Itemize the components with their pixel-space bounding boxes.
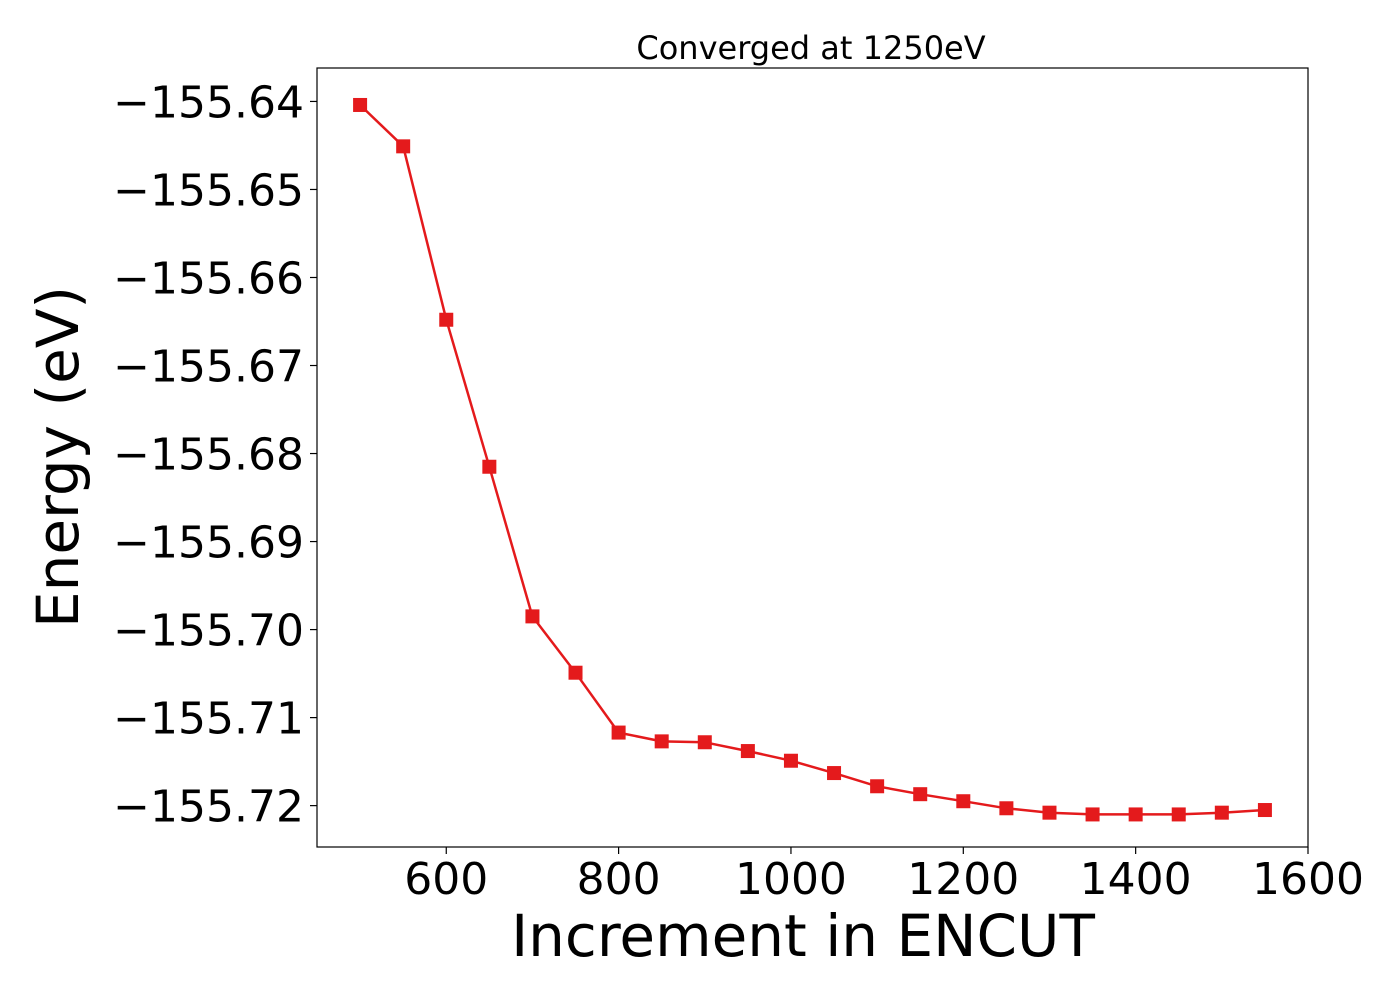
data-point xyxy=(611,725,626,740)
x-tick-label: 1000 xyxy=(735,854,847,905)
data-point xyxy=(1042,805,1057,820)
y-tick-label: −155.64 xyxy=(113,77,304,128)
data-point xyxy=(870,779,885,794)
data-point xyxy=(482,459,497,474)
x-tick-label: 1400 xyxy=(1080,854,1192,905)
x-axis-label: Increment in ENCUT xyxy=(511,902,1095,970)
data-point xyxy=(783,753,798,768)
chart-title: Converged at 1250eV xyxy=(636,29,985,67)
data-point xyxy=(1214,805,1229,820)
data-point xyxy=(568,665,583,680)
series-markers xyxy=(353,97,1272,822)
y-tick-label: −155.71 xyxy=(113,694,304,745)
y-tick-label: −155.70 xyxy=(113,606,304,657)
y-axis-label: Energy (eV) xyxy=(24,286,92,628)
y-tick-label: −155.65 xyxy=(113,165,304,216)
x-tick-label: 1600 xyxy=(1252,854,1364,905)
data-point xyxy=(1257,803,1272,818)
data-point xyxy=(999,801,1014,816)
x-tick-label: 1200 xyxy=(907,854,1019,905)
y-tick-label: −155.67 xyxy=(113,342,304,393)
x-tick-label: 800 xyxy=(577,854,661,905)
data-point xyxy=(697,735,712,750)
data-point xyxy=(1171,807,1186,822)
plot-frame xyxy=(316,67,1309,848)
data-point xyxy=(1128,807,1143,822)
data-point xyxy=(439,312,454,327)
x-tick-label: 600 xyxy=(404,854,488,905)
data-point xyxy=(654,734,669,749)
data-point xyxy=(956,794,971,809)
y-axis-ticks: −155.64 −155.65 −155.66 −155.67 −155.68 −155.… xyxy=(113,77,317,833)
y-tick-label: −155.66 xyxy=(113,253,304,304)
y-tick-label: −155.69 xyxy=(113,518,304,569)
data-point xyxy=(827,766,842,781)
data-point xyxy=(396,139,411,154)
data-point xyxy=(740,744,755,759)
data-point xyxy=(353,97,368,112)
data-point xyxy=(913,787,928,802)
data-point xyxy=(1085,807,1100,822)
series-line xyxy=(359,104,1265,816)
y-tick-label: −155.68 xyxy=(113,430,304,481)
y-tick-label: −155.72 xyxy=(113,782,304,833)
data-point xyxy=(525,609,540,624)
x-axis-ticks: 600 800 1000 1200 1400 1600 xyxy=(404,847,1364,905)
